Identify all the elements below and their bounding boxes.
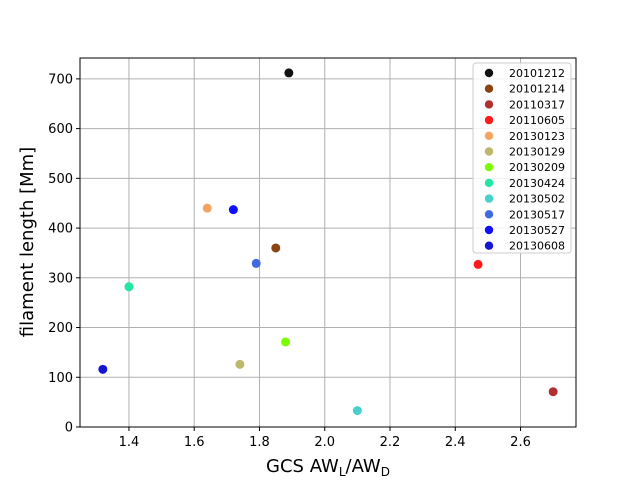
data-point: [124, 282, 134, 292]
x-axis-label-sub1: L: [339, 465, 346, 479]
legend-entry-label: 20130527: [509, 224, 565, 237]
y-tick-label: 600: [48, 122, 73, 137]
legend-entry-label: 20130129: [509, 146, 565, 159]
y-tick-label: 400: [48, 222, 73, 237]
legend-marker: [484, 241, 494, 250]
y-tick-label: 100: [48, 371, 73, 386]
y-axis-label: filament length [Mm]: [17, 147, 38, 337]
x-tick-label: 1.8: [249, 435, 270, 450]
legend-marker: [484, 115, 494, 125]
data-point: [284, 68, 294, 78]
data-point: [98, 364, 108, 374]
x-tick-label: 2.6: [510, 435, 531, 450]
x-tick-label: 1.6: [184, 435, 205, 450]
legend-marker: [484, 68, 494, 78]
x-tick-label: 2.4: [445, 435, 466, 450]
legend-entry-label: 20130123: [509, 130, 565, 143]
data-point: [235, 359, 245, 369]
x-axis-label: GCS AWL/AWD: [266, 456, 390, 479]
x-axis-ticks: 1.4 1.6 1.8 2.0 2.2 2.4 2.6: [119, 427, 531, 450]
data-point: [202, 203, 212, 213]
legend-entry-label: 20101214: [509, 83, 565, 96]
legend-marker: [484, 194, 494, 203]
legend-marker: [484, 163, 494, 172]
legend-marker: [484, 210, 494, 219]
legend-entry-label: 20130517: [509, 208, 565, 221]
y-tick-label: 300: [48, 271, 73, 286]
legend-entry-label: 20130502: [509, 193, 565, 206]
plot-frame: [79, 57, 577, 428]
data-point: [251, 258, 261, 268]
x-tick-label: 1.4: [119, 435, 140, 450]
data-point: [271, 243, 281, 253]
legend-entry-label: 20130424: [509, 177, 565, 190]
legend-marker: [484, 178, 494, 188]
legend-marker: [484, 84, 494, 93]
legend-entry-label: 20110317: [509, 98, 565, 111]
y-tick-label: 500: [48, 172, 73, 187]
legend-marker: [484, 131, 494, 140]
y-tick-label: 0: [65, 421, 73, 436]
y-axis-ticks: 0 100 200 300 400 500 600 700: [48, 72, 80, 436]
legend: 20101212 20101214 20110317 20110605 20130123…: [472, 62, 572, 254]
data-point: [548, 387, 558, 397]
y-tick-label: 200: [48, 321, 73, 336]
legend-marker: [484, 147, 494, 156]
x-axis-label-sub2: D: [381, 465, 390, 479]
legend-entry-label: 20130209: [509, 161, 565, 174]
legend-entry-label: 20130608: [509, 240, 565, 253]
x-tick-label: 2.0: [314, 435, 335, 450]
data-point: [473, 259, 483, 269]
legend-entry-label: 20101212: [509, 67, 565, 80]
data-points: [98, 68, 558, 416]
x-axis-label-mid: /AW: [346, 456, 381, 477]
legend-box: [472, 62, 572, 254]
legend-marker: [484, 100, 494, 109]
legend-entry-label: 20110605: [509, 114, 565, 127]
x-axis-label-main: GCS AW: [266, 456, 339, 477]
data-point: [281, 337, 291, 347]
legend-marker: [484, 225, 494, 235]
data-point: [228, 205, 238, 215]
x-tick-label: 2.2: [380, 435, 401, 450]
data-point: [352, 406, 362, 416]
y-tick-label: 700: [48, 72, 73, 87]
